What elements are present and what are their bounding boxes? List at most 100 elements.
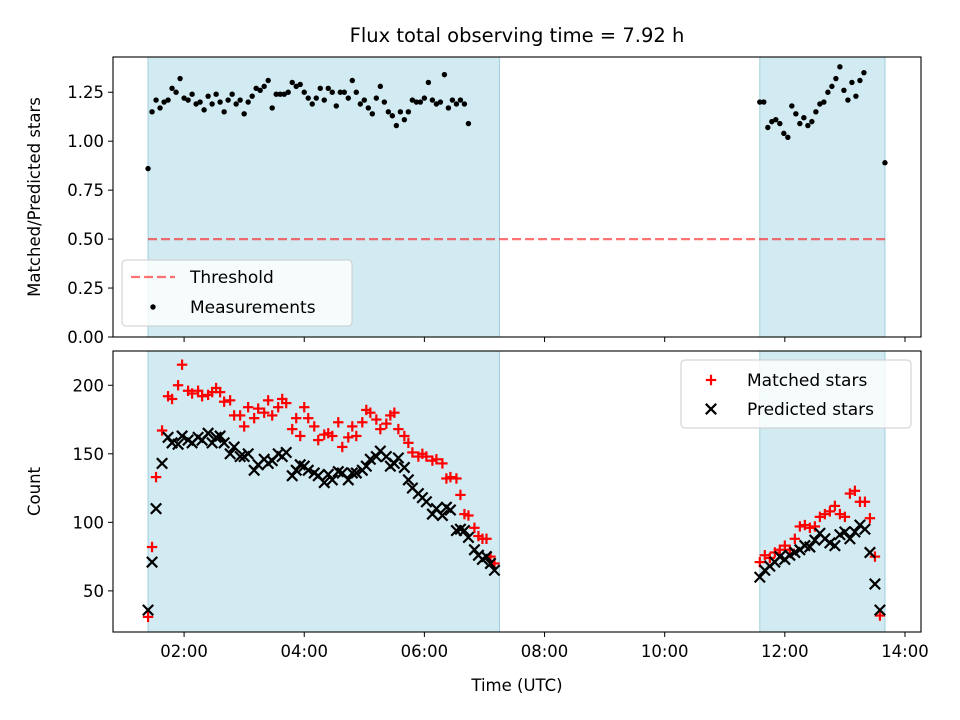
- measurement-point: [857, 77, 863, 84]
- measurement-point: [429, 97, 436, 103]
- measurement-point: [882, 160, 888, 166]
- matched-star-point: [248, 412, 260, 424]
- measurement-point: [849, 79, 855, 86]
- predicted-star-point: [873, 604, 886, 617]
- measurement-point: [381, 99, 388, 105]
- measurement-point: [217, 99, 223, 105]
- matched-star-point: [859, 496, 871, 507]
- measurement-point: [177, 75, 183, 82]
- matched-star-point: [234, 410, 246, 421]
- measurement-point: [369, 111, 376, 117]
- predicted-star-point: [838, 525, 851, 538]
- predicted-star-point: [210, 431, 223, 444]
- measurement-point: [837, 64, 843, 70]
- measurement-point: [789, 103, 795, 109]
- measurement-point: [833, 75, 839, 82]
- axes-frame: [112, 350, 922, 633]
- matched-star-point: [365, 407, 376, 418]
- matched-star-point: [337, 441, 348, 453]
- measurement-point: [169, 85, 175, 92]
- predicted-star-point: [868, 578, 881, 591]
- measurement-point: [449, 97, 456, 103]
- x-tick-label: 04:00: [280, 642, 328, 661]
- predicted-star-point: [444, 504, 457, 516]
- predicted-star-point: [828, 539, 841, 552]
- measurement-point: [433, 101, 440, 107]
- measurement-point: [221, 109, 227, 115]
- measurement-point: [421, 95, 428, 101]
- y-tick-label: 150: [73, 445, 105, 464]
- legend-matched-label: Matched stars: [747, 371, 867, 391]
- measurement-point: [341, 89, 347, 95]
- matched-star-point: [375, 423, 386, 435]
- measurement-point: [297, 81, 303, 88]
- measurement-point: [261, 83, 267, 90]
- measurement-point: [821, 99, 827, 105]
- matched-star-point: [874, 610, 886, 621]
- measurement-point: [793, 111, 799, 117]
- measurement-point: [397, 109, 404, 115]
- matched-star-point: [238, 421, 250, 432]
- measurement-point: [797, 120, 803, 127]
- matched-star-point: [389, 407, 400, 418]
- matched-star-point: [258, 407, 270, 418]
- predicted-star-point: [218, 436, 231, 449]
- measurement-point: [253, 85, 259, 92]
- predicted-star-point: [803, 541, 816, 553]
- matched-star-point: [399, 430, 410, 442]
- measurement-point: [249, 93, 255, 99]
- series-measurements: [145, 64, 888, 172]
- legend-measurements-label: Measurements: [190, 298, 316, 318]
- measurement-point: [853, 93, 859, 99]
- legend: Threshold Measurements: [121, 259, 353, 327]
- matched-star-point: [262, 395, 274, 406]
- measurement-point: [465, 120, 472, 127]
- matched-star-point: [156, 425, 168, 436]
- measurement-point: [161, 99, 167, 105]
- predicted-star-point: [360, 460, 373, 473]
- measurement-point: [357, 101, 364, 107]
- predicted-star-point: [398, 461, 411, 474]
- y-tick-label: 0.75: [67, 181, 104, 200]
- measurement-point: [773, 116, 779, 123]
- matched-star-point: [794, 521, 806, 532]
- observing-span: [759, 57, 885, 337]
- predicted-star-point: [214, 430, 227, 442]
- measurement-point: [453, 101, 460, 107]
- series-predicted-stars: [142, 427, 886, 617]
- legend-measurements-swatch: [150, 304, 156, 310]
- measurement-point: [257, 87, 263, 93]
- y-tick-label: 50: [83, 582, 104, 601]
- predicted-star-point: [436, 509, 449, 522]
- matched-star-point: [809, 521, 821, 532]
- measurement-point: [193, 101, 199, 107]
- matched-star-point: [287, 423, 298, 435]
- measurement-point: [353, 89, 360, 95]
- measurement-point: [769, 118, 775, 125]
- matched-star-point: [295, 430, 306, 442]
- y-tick-label: 1.00: [67, 132, 104, 151]
- matched-star-point: [445, 471, 456, 483]
- matched-star-point: [214, 386, 226, 398]
- y-tick-label: 0.25: [67, 279, 104, 298]
- matched-star-point: [381, 418, 392, 429]
- matched-star-point: [431, 454, 442, 465]
- matched-star-point: [309, 421, 320, 432]
- matched-star-point: [333, 417, 344, 428]
- predicted-star-point: [843, 532, 856, 545]
- matched-star-point: [469, 522, 480, 534]
- matched-star-point: [351, 430, 362, 442]
- measurement-point: [365, 105, 372, 111]
- matched-star-point: [142, 611, 154, 623]
- predicted-star-point: [488, 564, 501, 577]
- measurement-point: [393, 122, 400, 129]
- matched-star-point: [849, 485, 861, 497]
- predicted-star-point: [808, 534, 821, 547]
- predicted-star-point: [458, 524, 471, 537]
- measurement-point: [269, 105, 275, 111]
- measurement-point: [345, 95, 351, 101]
- matched-star-point: [218, 396, 230, 407]
- matched-star-point: [451, 473, 462, 484]
- legend-box: [121, 259, 353, 327]
